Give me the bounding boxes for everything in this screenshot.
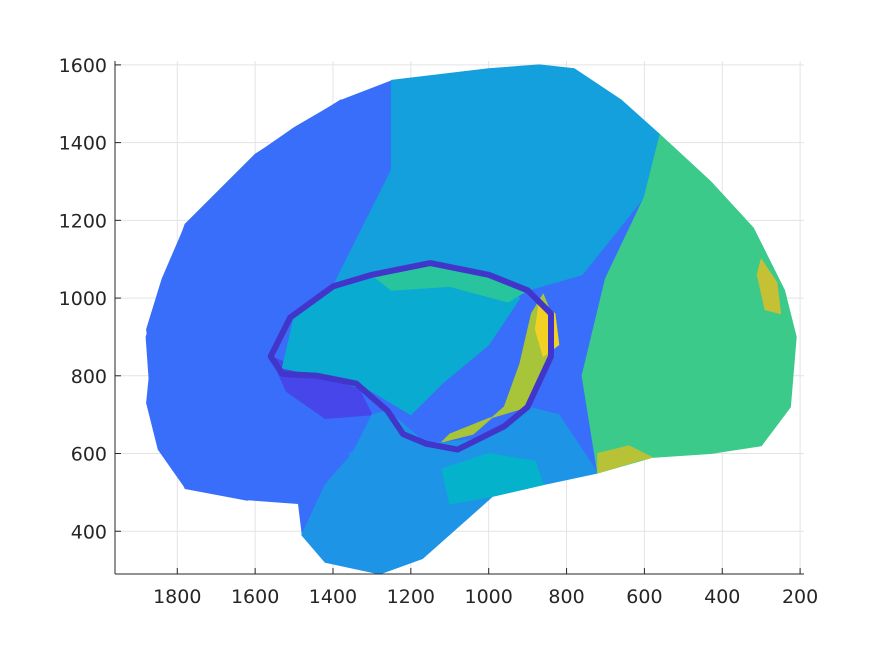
x-tick-label: 1600 <box>231 586 279 608</box>
x-axis: 1800 1600 1400 1200 1000 800 600 400 200 <box>153 568 818 608</box>
x-tick-label: 1000 <box>465 586 513 608</box>
surface-region-occipital-pole <box>756 258 782 315</box>
surface-region-lingual <box>597 445 653 474</box>
y-tick-label: 800 <box>71 366 107 388</box>
surface-region-occipital <box>581 134 797 474</box>
y-tick-label: 1200 <box>59 210 107 232</box>
x-tick-label: 800 <box>548 586 584 608</box>
y-axis: 1600 1400 1200 1000 800 600 400 <box>59 55 121 543</box>
y-tick-label: 1000 <box>59 288 107 310</box>
x-tick-label: 1800 <box>153 586 201 608</box>
x-tick-label: 1200 <box>387 586 435 608</box>
y-tick-label: 1400 <box>59 133 107 155</box>
axes-frame <box>114 61 804 575</box>
brain-surface <box>145 64 797 574</box>
y-tick-label: 400 <box>71 521 107 543</box>
surface-region-inferior-temporal <box>441 453 544 505</box>
x-tick-label: 600 <box>626 586 662 608</box>
cavity-rim <box>267 260 554 453</box>
x-tick-label: 400 <box>704 586 740 608</box>
y-tick-label: 1600 <box>59 55 107 77</box>
x-tick-label: 200 <box>782 586 818 608</box>
x-tick-label: 1400 <box>309 586 357 608</box>
y-tick-label: 600 <box>71 444 107 466</box>
